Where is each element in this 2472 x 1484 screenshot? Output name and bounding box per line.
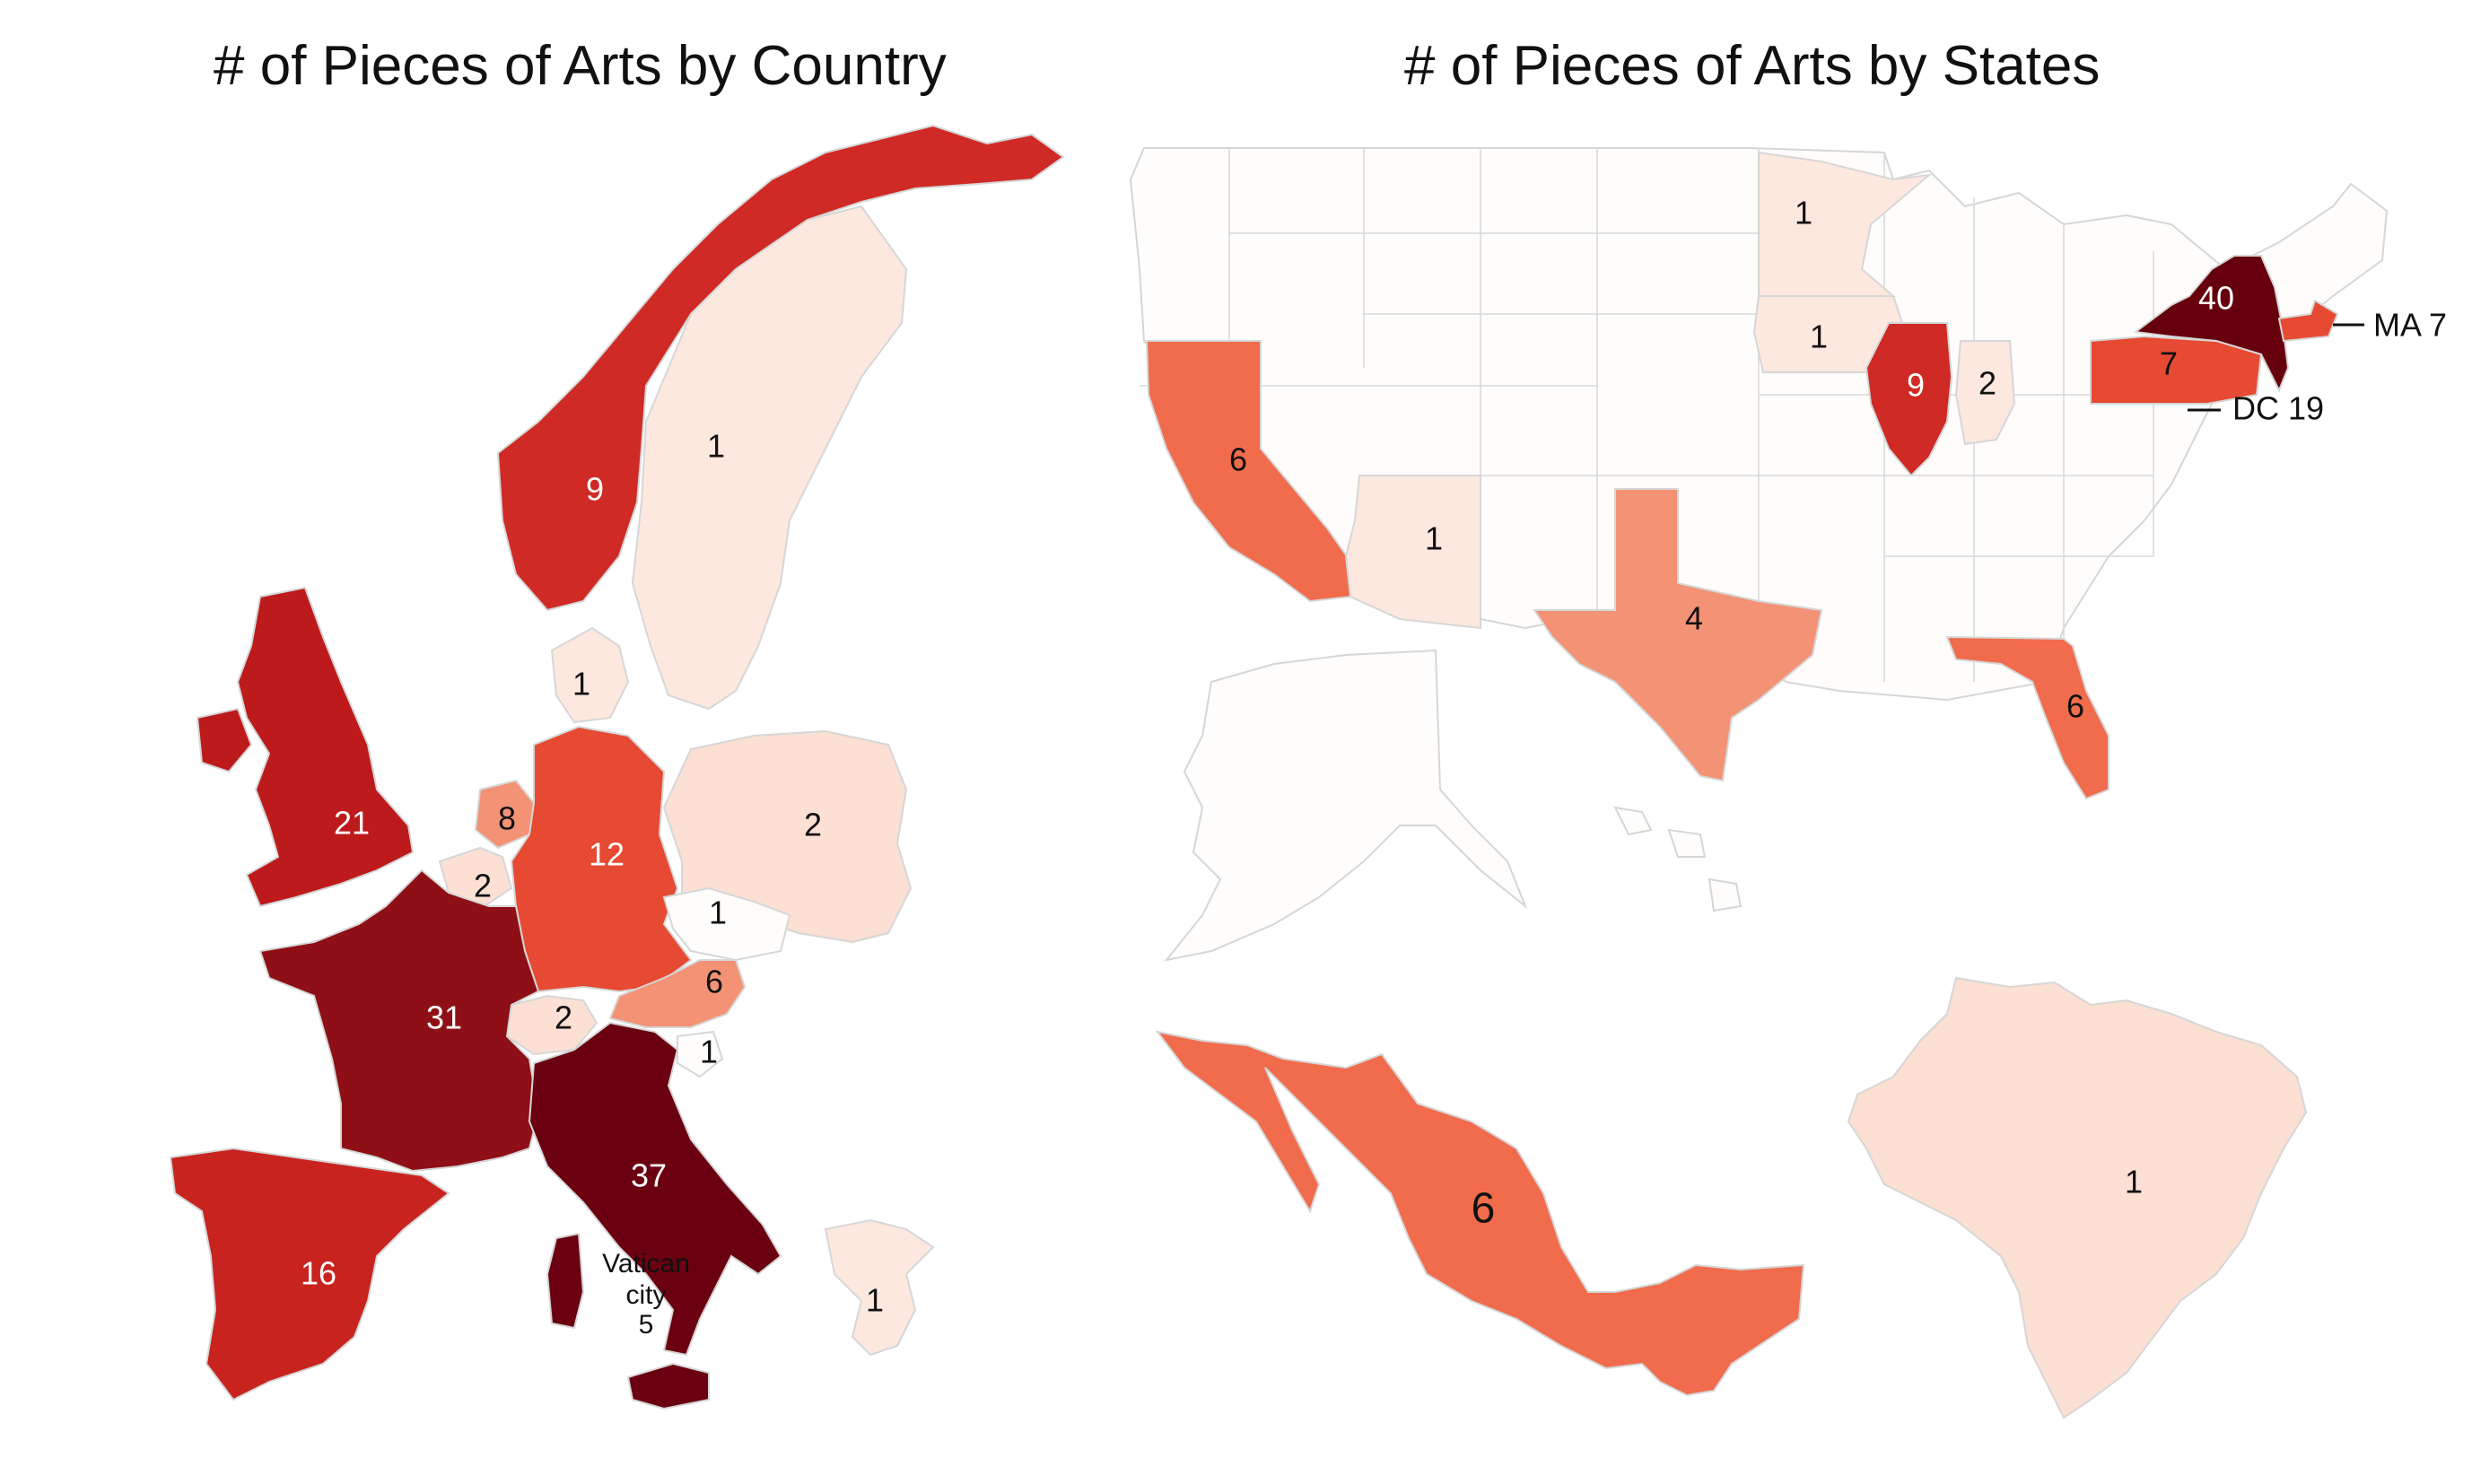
label-poland: 2 [804,807,822,843]
label-norway: 9 [586,471,604,508]
country-slovenia[interactable] [677,1030,724,1078]
label-greece: 1 [866,1282,884,1319]
country-poland[interactable] [662,729,913,944]
label-minnesota: 1 [1795,195,1813,231]
label-sweden: 1 [707,428,725,465]
country-denmark[interactable] [550,626,630,724]
label-pennsylvania: 7 [2160,345,2178,382]
country-mexico[interactable] [1155,1030,1805,1397]
country-switzerland[interactable] [505,994,598,1056]
label-vatican-line1: Vatican [602,1249,690,1279]
label-iowa: 1 [1810,319,1828,355]
state-indiana[interactable] [1954,340,2016,446]
label-indiana: 2 [1978,365,1996,402]
label-illinois: 9 [1907,367,1925,404]
label-belgium: 2 [474,868,492,904]
state-alaska [1164,649,1528,962]
label-united-kingdom: 21 [334,805,370,842]
label-vatican-line3: 5 [639,1310,654,1340]
europe-map: 1 9 1 21 8 2 12 2 1 6 2 1 31 37 16 1 Vat… [169,124,1065,1410]
europe-map-title: # of Pieces of Arts by Country [214,35,947,97]
country-france[interactable] [258,869,540,1173]
country-austria[interactable] [608,959,747,1028]
state-california[interactable] [1145,340,1361,603]
country-united-kingdom[interactable] [196,586,415,908]
label-spain: 16 [301,1255,336,1292]
country-brazil[interactable] [1847,976,2308,1419]
label-florida: 6 [2066,688,2084,725]
label-vatican-line2: city [626,1280,667,1310]
state-texas[interactable] [1533,488,1823,782]
country-sweden[interactable] [631,205,908,711]
label-arizona: 1 [1425,520,1443,557]
country-czechia[interactable] [662,886,791,962]
country-greece[interactable] [824,1218,935,1357]
country-spain[interactable] [169,1147,450,1401]
country-italy[interactable] [528,1021,782,1410]
label-california: 6 [1229,441,1247,478]
label-italy: 37 [631,1157,667,1194]
label-netherlands: 8 [498,800,516,837]
label-slovenia: 1 [700,1034,718,1070]
label-mexico: 6 [1472,1185,1496,1233]
label-czechia: 1 [709,895,727,931]
americas-map-title: # of Pieces of Arts by States [1404,35,2101,97]
state-illinois[interactable] [1865,322,1953,477]
usa-map: 1 1 9 2 40 7 6 1 4 6 MA 7 DC 19 [1129,147,2447,800]
label-germany: 12 [589,836,625,873]
callout-dc: DC 19 [2232,390,2324,427]
callout-ma: MA 7 [2373,307,2447,344]
state-pennsylvania[interactable] [2090,335,2263,405]
label-switzerland: 2 [555,1000,572,1036]
label-new-york: 40 [2198,280,2234,317]
country-norway[interactable] [496,124,1065,612]
label-texas: 4 [1685,600,1703,637]
label-brazil: 1 [2125,1164,2143,1200]
label-denmark: 1 [572,666,590,703]
state-hawaii [1613,806,1743,912]
state-arizona[interactable] [1344,475,1481,630]
label-france: 31 [426,1000,462,1036]
state-massachusetts[interactable] [2277,299,2339,343]
label-austria: 6 [705,964,723,1000]
state-florida[interactable] [1945,635,2109,800]
